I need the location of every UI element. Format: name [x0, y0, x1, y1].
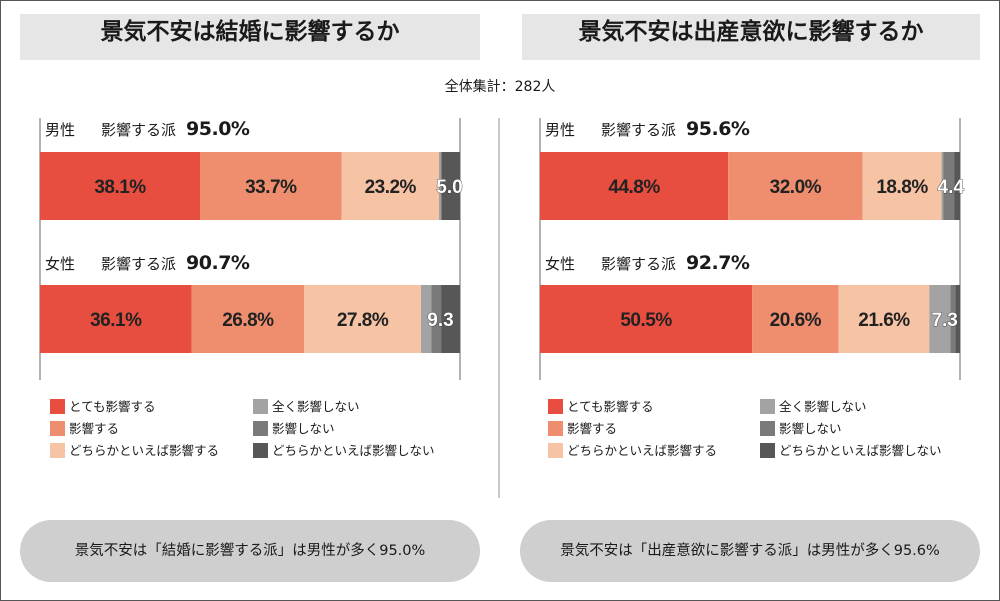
- legend-label: 影響する: [567, 421, 618, 436]
- bar-segment: [440, 152, 442, 220]
- bar-segment: [955, 285, 960, 353]
- affect-percent: 90.7%: [186, 252, 250, 274]
- bar-segment: [728, 152, 863, 220]
- legend-swatch: [253, 399, 268, 414]
- bar-value-label: 18.8%: [876, 177, 928, 198]
- legend-label: とても影響する: [567, 399, 654, 414]
- bar-segment: [941, 152, 944, 220]
- bar-value-label: 33.7%: [245, 177, 297, 198]
- legend-swatch: [253, 443, 268, 458]
- legend-swatch: [50, 399, 65, 414]
- bar-segment: [954, 152, 960, 220]
- legend-label: 影響する: [69, 421, 120, 436]
- bar-segment: [40, 285, 192, 353]
- legend-label: どちらかといえば影響しない: [272, 443, 435, 458]
- bar-segment: [200, 152, 342, 220]
- affect-percent: 95.6%: [686, 118, 750, 140]
- conclusion-childbirth: 景気不安は「出産意欲に影響する派」は男性が多く95.6%: [520, 520, 980, 582]
- bar-segment: [838, 285, 930, 353]
- bar-value-label: 26.8%: [222, 310, 274, 331]
- legend-label: 影響しない: [272, 421, 335, 436]
- group-name: 男性: [545, 121, 576, 139]
- chart-title-childbirth: 景気不安は出産意欲に影響するか: [578, 19, 924, 45]
- legend-label: 全く影響しない: [272, 399, 360, 414]
- title-band-right: [522, 14, 980, 60]
- legend-swatch: [253, 421, 268, 436]
- bar-segment: [929, 285, 951, 353]
- group-label-female-childbirth: 女性 影響する派 92.7%: [545, 252, 750, 274]
- bar-value-label: 38.1%: [94, 177, 146, 198]
- chart-title-marriage: 景気不安は結婚に影響するか: [100, 19, 400, 45]
- bar-segment: [304, 285, 421, 353]
- legend-swatch: [548, 421, 563, 436]
- bar-segment: [441, 152, 460, 220]
- bar-value-label: 44.8%: [608, 177, 660, 198]
- legend-swatch: [760, 443, 775, 458]
- bar-value-label: 32.0%: [770, 177, 822, 198]
- negative-total-label: 4.4: [938, 177, 965, 198]
- bar-segment: [540, 152, 729, 220]
- negative-total-label: 7.3: [931, 310, 957, 331]
- group-name: 女性: [45, 255, 76, 273]
- legend-label: どちらかといえば影響しない: [779, 443, 942, 458]
- bar-value-label: 20.6%: [770, 310, 822, 331]
- bar-segment: [441, 285, 460, 353]
- bar-value-label: 50.5%: [620, 310, 672, 331]
- legend-swatch: [50, 421, 65, 436]
- bar-segment: [862, 152, 942, 220]
- bar-segment: [40, 152, 201, 220]
- legend-swatch: [50, 443, 65, 458]
- bar-segment: [420, 285, 432, 353]
- bar-value-label: 23.2%: [365, 177, 417, 198]
- legend-label: 影響しない: [779, 421, 842, 436]
- legend-label: 全く影響しない: [779, 399, 867, 414]
- group-label-text: 影響する派: [601, 255, 677, 273]
- group-label-female-marriage: 女性 影響する派 90.7%: [45, 252, 250, 274]
- affect-percent: 92.7%: [686, 252, 750, 274]
- group-label-male-childbirth: 男性 影響する派 95.6%: [545, 118, 750, 140]
- bar-segment: [950, 285, 956, 353]
- legend-swatch: [548, 399, 563, 414]
- sample-size-label: 全体集計：282人: [444, 79, 556, 95]
- bar-segment: [431, 285, 442, 353]
- panel-divider: [498, 118, 500, 498]
- conclusion-marriage: 景気不安は「結婚に影響する派」は男性が多く95.0%: [20, 520, 480, 582]
- bar-segment: [439, 152, 441, 220]
- legend-swatch: [548, 443, 563, 458]
- group-label-male-marriage: 男性 影響する派 95.0%: [45, 118, 250, 140]
- affect-percent: 95.0%: [186, 118, 250, 140]
- bar-value-label: 27.8%: [337, 310, 389, 331]
- negative-total-label: 9.3: [427, 310, 453, 331]
- negative-total-label: 5.0: [436, 177, 462, 198]
- legend-label: どちらかといえば影響する: [567, 443, 718, 458]
- title-band-left: [20, 14, 480, 60]
- legend-label: とても影響する: [69, 399, 156, 414]
- group-name: 女性: [545, 255, 576, 273]
- legend-label: どちらかといえば影響する: [69, 443, 220, 458]
- group-label-text: 影響する派: [101, 255, 177, 273]
- bar-segment: [191, 285, 305, 353]
- bar-value-label: 21.6%: [858, 310, 910, 331]
- bar-segment: [540, 285, 753, 353]
- bar-segment: [341, 152, 439, 220]
- legend-swatch: [760, 399, 775, 414]
- group-label-text: 影響する派: [101, 121, 177, 139]
- legend-swatch: [760, 421, 775, 436]
- bar-segment: [752, 285, 839, 353]
- group-name: 男性: [45, 121, 76, 139]
- bar-value-label: 36.1%: [90, 310, 142, 331]
- bar-segment: [943, 152, 955, 220]
- group-label-text: 影響する派: [601, 121, 677, 139]
